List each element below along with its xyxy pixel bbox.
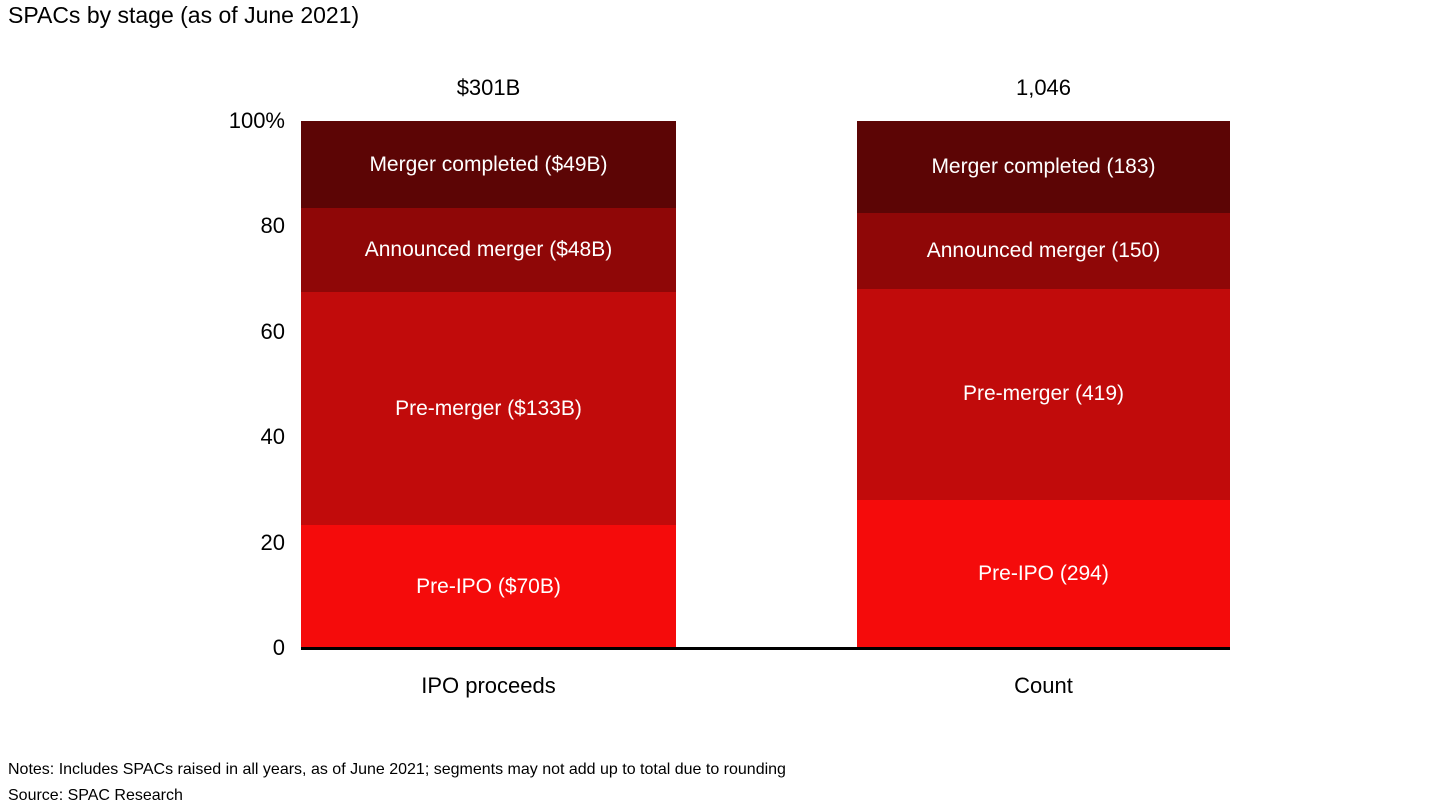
y-axis-tick-label: 100% [228, 108, 285, 133]
bar-segment-merger-completed: Merger completed ($49B) [301, 121, 676, 209]
y-axis-tick-label: 40 [260, 424, 285, 450]
bar-segment-label: Merger completed (183) [931, 155, 1156, 179]
bar-segment-pre-merger: Pre-merger (419) [857, 288, 1230, 500]
x-axis-line [301, 647, 1230, 650]
bar-segment-label: Pre-merger (419) [962, 382, 1125, 406]
bar-segment-announced-merger: Announced merger ($48B) [301, 208, 676, 293]
bar-segment-pre-merger: Pre-merger ($133B) [301, 292, 676, 526]
bar-segment-label: Pre-merger ($133B) [395, 396, 582, 420]
bar-segment-pre-ipo: Pre-IPO (294) [857, 499, 1230, 648]
y-axis-tick-label: 80 [260, 213, 285, 239]
x-axis-category-label: IPO proceeds [421, 673, 556, 698]
y-axis-tick-label: 20 [260, 529, 285, 555]
y-axis-tick-label: 0 [272, 635, 285, 660]
y-axis-tick-label: 60 [260, 318, 285, 344]
x-axis-category-label: Count [1014, 673, 1073, 698]
stacked-bar-count: Merger completed (183) Announced merger (… [857, 121, 1230, 648]
bar-segment-label: Pre-IPO (294) [978, 561, 1109, 585]
chart-source: Source: SPAC Research [8, 787, 183, 804]
chart-notes: Notes: Includes SPACs raised in all year… [8, 761, 786, 778]
chart-title: SPACs by stage (as of June 2021) [8, 2, 360, 28]
bar-segment-announced-merger: Announced merger (150) [857, 213, 1230, 289]
bar-segment-label: Merger completed ($49B) [369, 152, 608, 176]
bar-segment-label: Announced merger ($48B) [364, 238, 613, 262]
bar-segment-merger-completed: Merger completed (183) [857, 121, 1230, 214]
bar-total-label: $301B [456, 75, 521, 100]
bar-segment-label: Pre-IPO ($70B) [416, 574, 561, 598]
stacked-bar-ipo-proceeds: Merger completed ($49B) Announced merger … [301, 121, 676, 648]
bar-segment-pre-ipo: Pre-IPO ($70B) [301, 525, 676, 648]
bar-total-label: 1,046 [1015, 75, 1072, 100]
bar-segment-label: Announced merger (150) [926, 238, 1161, 262]
